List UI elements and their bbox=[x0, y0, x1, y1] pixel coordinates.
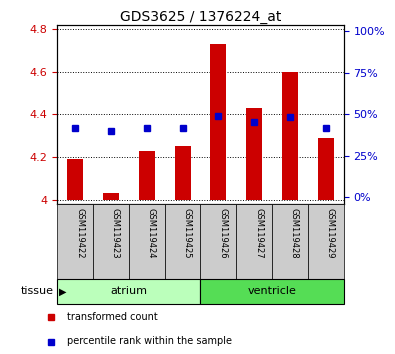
Text: GSM119427: GSM119427 bbox=[254, 208, 263, 258]
Text: transformed count: transformed count bbox=[67, 312, 158, 321]
Text: percentile rank within the sample: percentile rank within the sample bbox=[67, 337, 232, 347]
Text: GSM119428: GSM119428 bbox=[290, 208, 299, 258]
Title: GDS3625 / 1376224_at: GDS3625 / 1376224_at bbox=[120, 10, 281, 24]
Bar bbox=[57, 279, 201, 304]
Bar bbox=[165, 204, 201, 279]
Text: GSM119429: GSM119429 bbox=[326, 208, 335, 258]
Text: ventricle: ventricle bbox=[248, 286, 297, 297]
Bar bbox=[103, 193, 119, 200]
Text: GSM119425: GSM119425 bbox=[182, 208, 192, 258]
Bar bbox=[246, 108, 262, 200]
Bar bbox=[210, 44, 226, 200]
Bar bbox=[129, 204, 165, 279]
Bar bbox=[175, 147, 191, 200]
Bar bbox=[93, 204, 129, 279]
Bar bbox=[201, 279, 344, 304]
Text: atrium: atrium bbox=[110, 286, 147, 297]
Text: GSM119424: GSM119424 bbox=[147, 208, 156, 258]
Text: ▶: ▶ bbox=[59, 286, 67, 297]
Text: tissue: tissue bbox=[20, 286, 53, 297]
Bar bbox=[236, 204, 272, 279]
Text: GSM119422: GSM119422 bbox=[75, 208, 84, 258]
Bar bbox=[308, 204, 344, 279]
Bar bbox=[139, 151, 155, 200]
Bar bbox=[201, 204, 236, 279]
Text: GSM119426: GSM119426 bbox=[218, 208, 228, 258]
Bar bbox=[272, 204, 308, 279]
Bar bbox=[282, 72, 298, 200]
Bar bbox=[57, 204, 93, 279]
Text: GSM119423: GSM119423 bbox=[111, 208, 120, 258]
Bar bbox=[318, 138, 334, 200]
Bar bbox=[67, 159, 83, 200]
